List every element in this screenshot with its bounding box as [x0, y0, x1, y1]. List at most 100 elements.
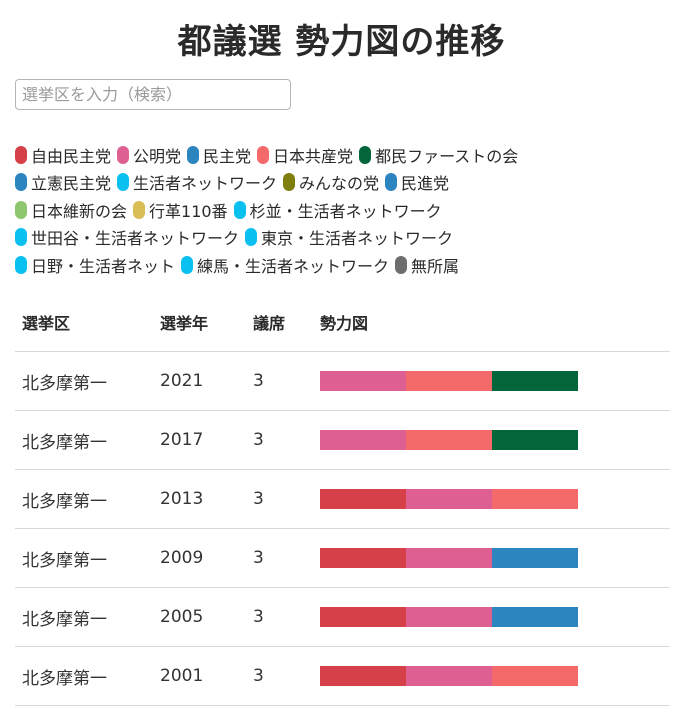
district-cell: 北多摩第一 [15, 587, 160, 647]
legend-item: 都民ファーストの会 [359, 143, 518, 167]
legend-label: 世田谷・生活者ネットワーク [31, 229, 240, 249]
legend-label: 民主党 [203, 146, 252, 166]
legend-label: 民進党 [401, 174, 450, 194]
legend-swatch [15, 255, 27, 274]
district-cell: 北多摩第一 [15, 646, 160, 706]
legend-item: 生活者ネットワーク [117, 170, 277, 194]
legend-swatch [15, 173, 27, 192]
seat-segment [320, 666, 406, 686]
seat-segment [406, 430, 492, 450]
legend-item: 自由民主党 [15, 143, 111, 167]
legend-label: 自由民主党 [31, 146, 112, 166]
legend-row: 日野・生活者ネット 練馬・生活者ネットワーク 無所属 [15, 251, 675, 279]
power-map-cell [320, 469, 670, 529]
legend-swatch [187, 145, 200, 164]
seat-bar [320, 666, 578, 686]
legend-swatch [15, 145, 27, 164]
table-row: 北多摩第一 2009 3 [15, 528, 670, 588]
legend-row: 自由民主党 公明党 民主党 日本共産党 都民ファーストの会 [15, 141, 675, 169]
legend-row: 立憲民主党 生活者ネットワーク みんなの党 民進党 [15, 169, 675, 197]
seat-segment [320, 607, 406, 627]
table-row: 北多摩第一 2001 3 [15, 646, 670, 706]
legend-label: 練馬・生活者ネットワーク [197, 256, 390, 276]
table-row: 北多摩第一 2005 3 [15, 587, 670, 647]
power-map-cell [320, 528, 670, 588]
legend-label: みんなの党 [299, 174, 380, 194]
year-cell: 2009 [160, 528, 253, 588]
legend-label: 生活者ネットワーク [133, 174, 278, 194]
legend-swatch [395, 255, 408, 274]
legend-label: 日本維新の会 [31, 201, 128, 221]
legend-swatch [233, 200, 246, 219]
table-row: 北多摩第一 2021 3 [15, 351, 670, 411]
seats-cell: 3 [253, 646, 320, 706]
legend-label: 立憲民主党 [31, 174, 112, 194]
table-row: 北多摩第一 2017 3 [15, 410, 670, 470]
legend-swatch [133, 200, 146, 219]
seats-cell: 3 [253, 410, 320, 470]
legend-swatch [15, 228, 27, 247]
legend-label: 行革110番 [149, 201, 228, 221]
legend-swatch [117, 173, 130, 192]
power-map-cell [320, 646, 670, 706]
seat-bar [320, 607, 578, 627]
seat-segment [492, 489, 578, 509]
legend-label: 公明党 [133, 146, 182, 166]
legend-swatch [283, 173, 296, 192]
legend-item: 日野・生活者ネット [15, 253, 175, 277]
legend-item: 日本維新の会 [15, 198, 127, 222]
seat-bar [320, 548, 578, 568]
legend-item: みんなの党 [283, 170, 379, 194]
legend-label: 杉並・生活者ネットワーク [249, 201, 442, 221]
seats-cell: 3 [253, 528, 320, 588]
legend-item: 無所属 [395, 253, 459, 277]
legend-swatch [181, 255, 194, 274]
legend-item: 練馬・生活者ネットワーク [181, 253, 389, 277]
legend-swatch [117, 145, 130, 164]
power-map-cell [320, 351, 670, 411]
seat-segment [406, 607, 492, 627]
seat-segment [406, 371, 492, 391]
year-cell: 2001 [160, 646, 253, 706]
seat-segment [406, 489, 492, 509]
seat-segment [492, 548, 578, 568]
legend-item: 世田谷・生活者ネットワーク [15, 225, 239, 249]
seat-segment [492, 371, 578, 391]
seat-segment [320, 430, 406, 450]
power-map-cell [320, 587, 670, 647]
search-input[interactable] [15, 79, 291, 110]
legend-item: 杉並・生活者ネットワーク [233, 198, 442, 222]
legend-swatch [245, 228, 258, 247]
legend-item: 公明党 [117, 143, 181, 167]
legend-label: 日本共産党 [273, 146, 354, 166]
seat-segment [492, 666, 578, 686]
seat-segment [406, 666, 492, 686]
seat-segment [320, 548, 406, 568]
legend-item: 民主党 [187, 143, 251, 167]
header-seats: 議席 [253, 293, 320, 352]
district-cell: 北多摩第一 [15, 528, 160, 588]
year-cell: 2017 [160, 410, 253, 470]
legend-item: 東京・生活者ネットワーク [245, 225, 453, 249]
seat-segment [406, 548, 492, 568]
year-cell: 2005 [160, 587, 253, 647]
seat-bar [320, 430, 578, 450]
legend-item: 民進党 [385, 170, 449, 194]
table-header-row: 選挙区 選挙年 議席 勢力図 [15, 293, 670, 352]
seat-segment [320, 371, 406, 391]
legend-label: 東京・生活者ネットワーク [261, 229, 454, 249]
results-table: 選挙区 選挙年 議席 勢力図 北多摩第一 2021 3 北多摩第一 2017 3 北多摩第一… [15, 293, 670, 706]
page-title: 都議選 勢力図の推移 [177, 22, 506, 62]
district-cell: 北多摩第一 [15, 469, 160, 529]
legend-item: 行革110番 [133, 198, 228, 222]
legend-item: 日本共産党 [257, 143, 353, 167]
seats-cell: 3 [253, 587, 320, 647]
seats-cell: 3 [253, 469, 320, 529]
seat-segment [320, 489, 406, 509]
party-legend: 自由民主党 公明党 民主党 日本共産党 都民ファーストの会立憲民主党 生活者ネットワーク み… [15, 141, 675, 279]
power-map-cell [320, 410, 670, 470]
header-power-map: 勢力図 [320, 293, 670, 352]
seat-bar [320, 489, 578, 509]
legend-swatch [385, 173, 398, 192]
